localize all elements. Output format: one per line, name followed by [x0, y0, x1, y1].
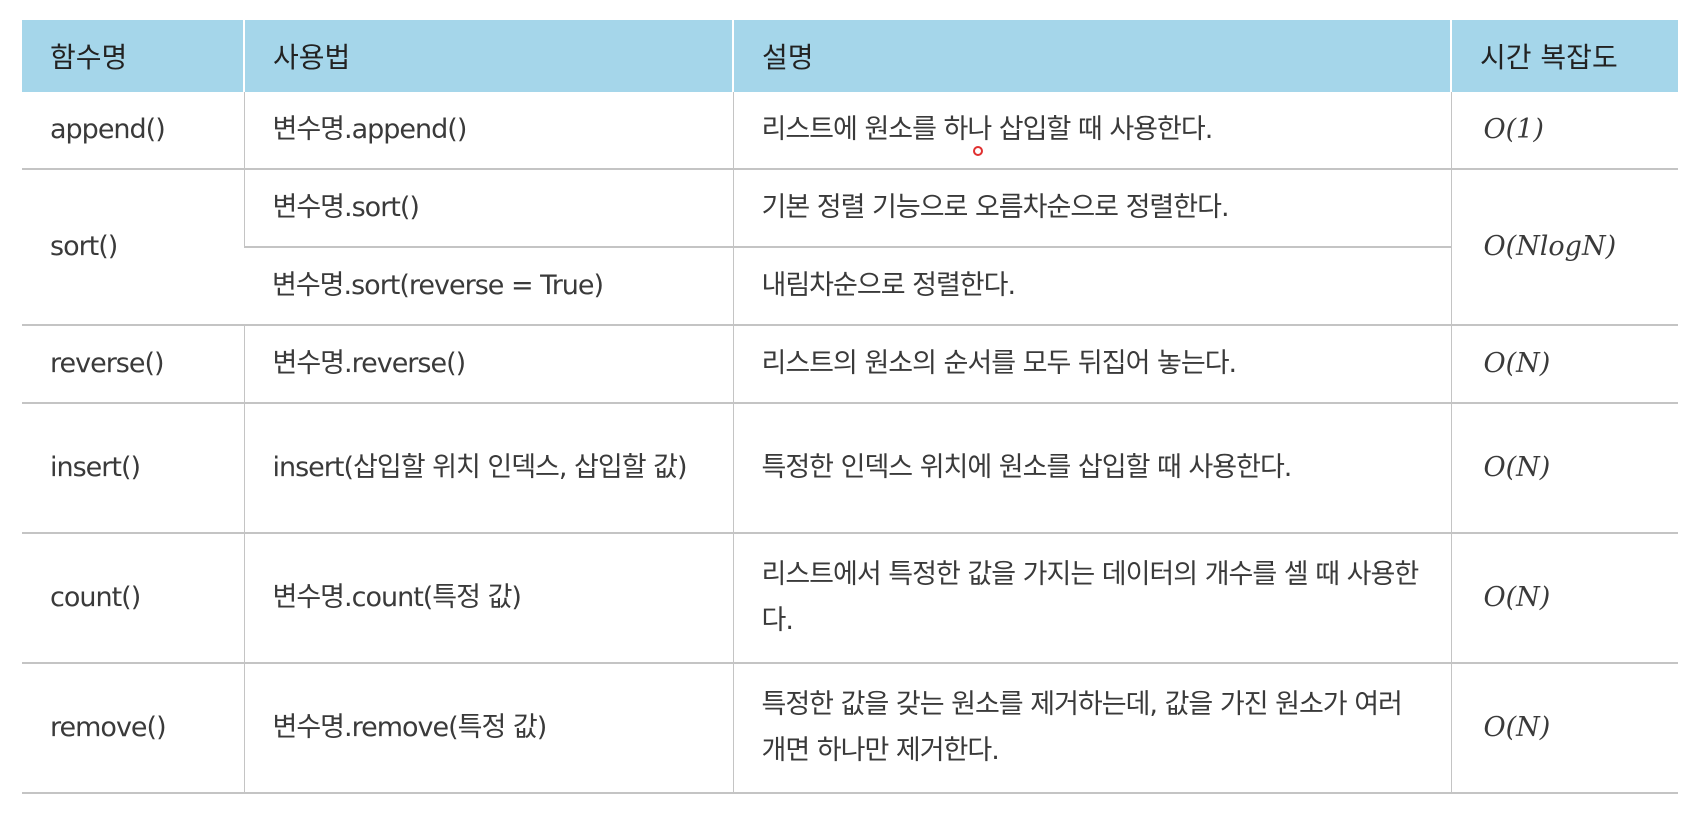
function-name: reverse() [22, 325, 244, 404]
usage: 변수명.count(특정 값) [243, 533, 733, 664]
function-name: remove() [22, 663, 244, 794]
complexity: O(N) [1450, 663, 1678, 794]
usage: 변수명.reverse() [243, 325, 733, 404]
complexity: O(N) [1450, 533, 1678, 664]
usage: 변수명.remove(특정 값) [243, 663, 733, 794]
header-description: 설명 [732, 20, 1451, 92]
description: 리스트에서 특정한 값을 가지는 데이터의 개수를 셀 때 사용한다. [732, 533, 1451, 664]
header-usage: 사용법 [243, 20, 733, 92]
table-row: sort() 변수명.sort() 기본 정렬 기능으로 오름차순으로 정렬한다… [22, 169, 1678, 326]
description: 특정한 값을 갖는 원소를 제거하는데, 값을 가진 원소가 여러 개면 하나만… [732, 663, 1451, 794]
function-name: sort() [22, 169, 244, 326]
table-row: count() 변수명.count(특정 값) 리스트에서 특정한 값을 가지는… [22, 533, 1678, 664]
list-methods-table: 함수명 사용법 설명 시간 복잡도 append() 변수명.append() … [22, 20, 1678, 794]
description: 리스트의 원소의 순서를 모두 뒤집어 놓는다. [732, 325, 1451, 404]
description: 내림차순으로 정렬한다. [732, 247, 1451, 326]
table-row: remove() 변수명.remove(특정 값) 특정한 값을 갖는 원소를 … [22, 663, 1678, 794]
header-function-name: 함수명 [22, 20, 244, 92]
description: 기본 정렬 기능으로 오름차순으로 정렬한다. [732, 169, 1451, 248]
header-time-complexity: 시간 복잡도 [1450, 20, 1678, 92]
usage: 변수명.sort(reverse = True) [244, 247, 733, 326]
table-row: insert() insert(삽입할 위치 인덱스, 삽입할 값) 특정한 인… [22, 403, 1678, 534]
usage: insert(삽입할 위치 인덱스, 삽입할 값) [243, 403, 733, 534]
header-row: 함수명 사용법 설명 시간 복잡도 [22, 20, 1678, 92]
usage: 변수명.append() [243, 92, 733, 170]
description: 특정한 인덱스 위치에 원소를 삽입할 때 사용한다. [732, 403, 1451, 534]
table-row: reverse() 변수명.reverse() 리스트의 원소의 순서를 모두 … [22, 325, 1678, 404]
function-name: append() [22, 92, 244, 170]
mouse-cursor-indicator [973, 146, 983, 156]
complexity: O(1) [1450, 92, 1678, 170]
complexity: O(NlogN) [1450, 169, 1678, 326]
complexity: O(N) [1450, 325, 1678, 404]
table-row: append() 변수명.append() 리스트에 원소를 하나 삽입할 때 … [22, 92, 1678, 170]
usage: 변수명.sort() [243, 169, 733, 248]
table-row: 변수명.sort(reverse = True) 내림차순으로 정렬한다. [22, 247, 1678, 326]
function-name: insert() [22, 403, 244, 534]
description: 리스트에 원소를 하나 삽입할 때 사용한다. [732, 92, 1451, 170]
function-name: count() [22, 533, 244, 664]
complexity: O(N) [1450, 403, 1678, 534]
